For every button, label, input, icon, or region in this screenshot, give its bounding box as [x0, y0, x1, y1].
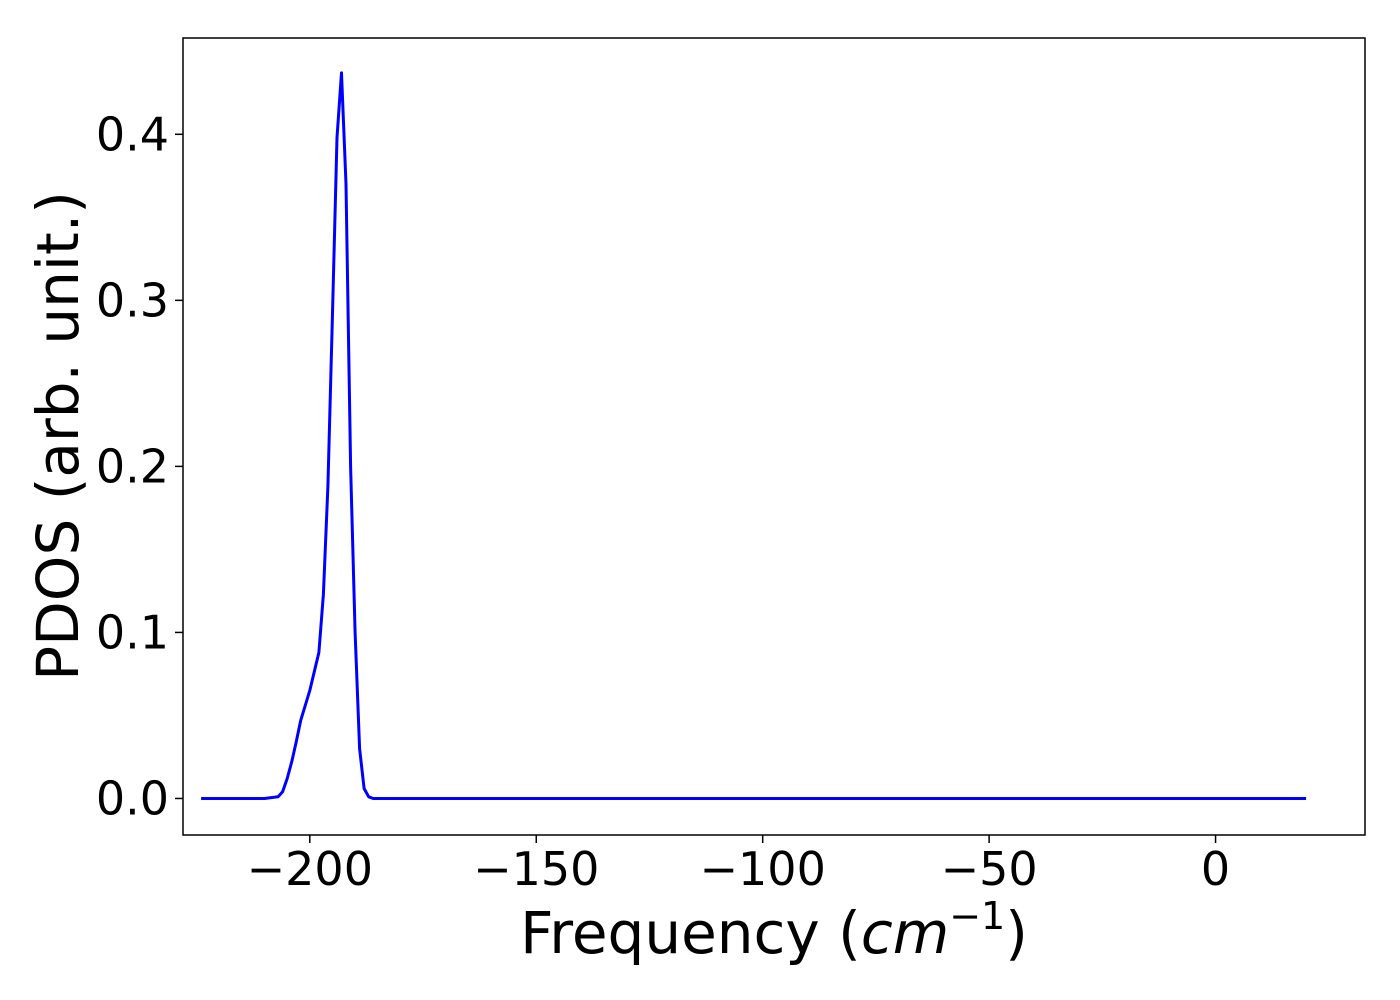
y-tick-label: 0.0 — [96, 771, 169, 825]
y-axis-label: PDOS (arb. unit.) — [24, 191, 92, 681]
x-axis-label-superscript: −1 — [949, 894, 1005, 938]
y-axis-ticks: 0.0 0.1 0.2 0.3 0.4 — [96, 107, 183, 825]
x-axis-ticks: −200 −150 −100 −50 0 — [247, 835, 1230, 896]
y-tick-label: 0.1 — [96, 605, 169, 659]
x-axis-label-prefix: Frequency ( — [520, 899, 861, 967]
y-tick-label: 0.4 — [96, 107, 169, 161]
x-axis-label-variable: cm — [861, 899, 949, 967]
x-tick-label: −100 — [700, 842, 826, 896]
y-tick-label: 0.3 — [96, 273, 169, 327]
x-axis-label: Frequency (cm−1) — [520, 894, 1028, 967]
x-axis-label-suffix: ) — [1005, 899, 1028, 967]
y-tick-label: 0.2 — [96, 439, 169, 493]
plot-area — [182, 37, 1366, 836]
series-layer — [201, 71, 1307, 800]
series-line — [201, 71, 1307, 800]
x-tick-label: −200 — [247, 842, 373, 896]
x-tick-label: 0 — [1201, 842, 1230, 896]
x-tick-label: −50 — [941, 842, 1038, 896]
x-tick-label: −150 — [473, 842, 599, 896]
